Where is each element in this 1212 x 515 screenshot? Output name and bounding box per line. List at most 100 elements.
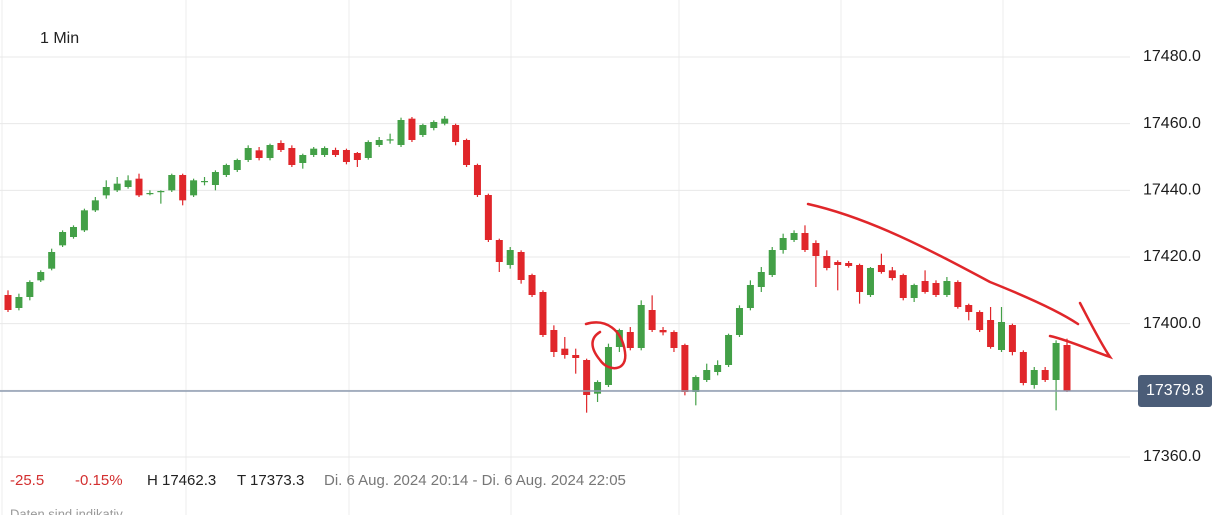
date-range: Di. 6 Aug. 2024 20:14 - Di. 6 Aug. 2024 … [324,472,626,489]
candle-body [670,332,678,348]
candle-body [266,145,274,158]
candle-body [473,165,481,195]
candle-body [790,233,798,240]
candle-body [659,330,667,333]
candle-body [80,210,88,231]
candle-body [375,140,383,145]
candle-body [910,285,918,298]
candle-body [1030,370,1038,385]
candle-body [626,332,634,348]
last-price-badge [1138,375,1212,407]
candle-body [528,275,536,295]
candle-body [441,118,449,124]
info-bar: -25.5 -0.15% H 17462.3 T 17373.3 Di. 6 A… [10,472,626,515]
candle-body [288,148,296,165]
candle-body [834,262,842,265]
candle-body [255,150,263,158]
candle-body [310,148,318,155]
interval-badge[interactable] [28,22,94,56]
candle-body [714,365,722,372]
annotation-circle [584,321,627,370]
candle-body [48,252,56,269]
candle-body [332,150,340,155]
candle-body [157,191,165,193]
candle-body [681,345,689,392]
candle-body [888,270,896,278]
y-tick-label: 17420.0 [1143,248,1201,265]
candle-body [419,125,427,135]
candle-body [1052,343,1060,380]
annotation-line [806,202,1080,326]
candle-body [397,120,405,145]
candle-body [59,232,67,246]
candle-body [299,155,307,163]
candle-body [768,250,776,275]
candle-body [757,272,765,287]
candle-body [321,148,329,155]
candle-body [146,193,154,195]
candle-body [179,175,187,201]
candle-body [746,285,754,308]
y-tick-label: 17480.0 [1143,48,1201,65]
candle-body [866,268,874,295]
candle-body [201,181,209,183]
candle-body [463,140,471,165]
candle-body [692,377,700,392]
last-price-label: 17379.8 [1146,382,1204,399]
candle-body [899,275,907,298]
candle-body [430,122,438,128]
candle-body [921,281,929,292]
candle-body [572,355,580,358]
candle-body [583,360,591,395]
candle-body [495,240,503,262]
candle-body [408,118,416,140]
candle-body [703,370,711,380]
low: T 17373.3 [237,472,304,489]
candle-body [190,180,198,196]
annotations [584,202,1114,370]
candle-body [637,305,645,348]
candle-body [15,297,23,308]
candle-body [484,195,492,240]
candle-body [1041,370,1049,380]
candle-body [70,227,78,237]
candle-body [211,172,219,185]
candle-body [594,382,602,394]
interval-label[interactable]: 1 Min [40,30,79,47]
footer: Daten sind indikativ [10,506,123,515]
y-tick-label: 17400.0 [1143,315,1201,332]
candle-body [517,252,525,280]
candle-body [801,233,809,250]
candle-body [648,310,656,330]
y-tick-label: 17460.0 [1143,115,1201,132]
change: -25.5 [10,472,44,489]
candle-body [386,139,394,141]
candle-body [342,150,350,162]
annotation-arrow [1048,301,1114,360]
candle-body [615,330,623,347]
candle-body [856,265,864,292]
candle-body [725,335,733,365]
candle-body [539,292,547,335]
candle-body [1063,345,1071,391]
candle-body [26,282,34,297]
candle-body [965,305,973,312]
overlay: 17379.8 [0,375,1212,407]
candle-body [997,322,1005,350]
y-tick-label: 17440.0 [1143,182,1201,199]
candle-body [954,282,962,307]
candle-body [987,320,995,347]
candle-body [452,125,460,142]
candle-body [353,153,361,160]
candle-body [561,348,569,355]
candle-body [1019,352,1027,383]
y-tick-label: 17360.0 [1143,448,1201,465]
candle-body [222,165,230,175]
candle-body [113,183,121,191]
high: H 17462.3 [147,472,216,489]
candle-body [135,178,143,196]
candle-body [1008,325,1016,352]
candle-body [779,238,787,250]
